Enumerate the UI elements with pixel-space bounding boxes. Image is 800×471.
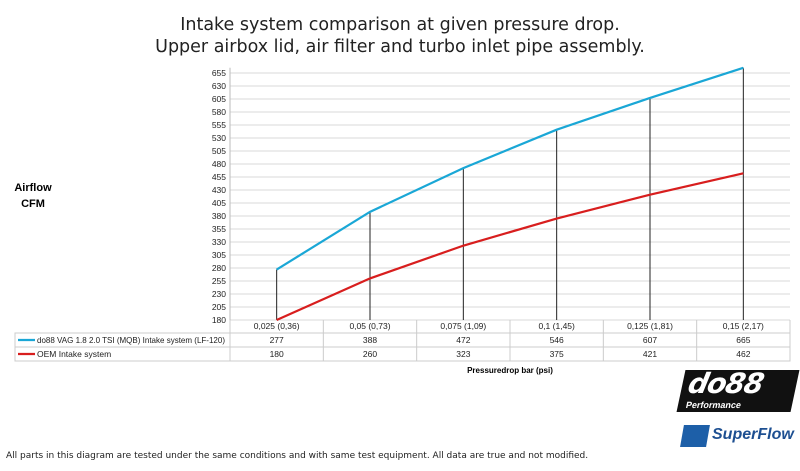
y-tick-label: 505 bbox=[212, 146, 226, 156]
table-cell: 421 bbox=[643, 349, 657, 359]
title-line-2: Upper airbox lid, air filter and turbo i… bbox=[155, 37, 645, 57]
x-axis-label: Pressuredrop bar (psi) bbox=[467, 366, 553, 375]
y-tick-label: 380 bbox=[212, 211, 226, 221]
series-line-1 bbox=[276, 172, 744, 322]
x-tick-label: 0,025 (0,36) bbox=[254, 321, 300, 331]
y-tick-label: 330 bbox=[212, 237, 226, 247]
y-tick-label: 305 bbox=[212, 250, 226, 260]
table-cell: 375 bbox=[550, 349, 564, 359]
y-tick-label: 630 bbox=[212, 81, 226, 91]
table-cell: 323 bbox=[456, 349, 470, 359]
y-tick-label: 480 bbox=[212, 159, 226, 169]
y-label-line-2: CFM bbox=[21, 198, 45, 210]
superflow-mark-icon bbox=[680, 425, 710, 447]
do88-logo: do88 Performance bbox=[676, 367, 800, 412]
y-tick-label: 605 bbox=[212, 94, 226, 104]
do88-logo-subtext: Performance bbox=[684, 400, 743, 410]
table-cell: 665 bbox=[736, 335, 750, 345]
do88-logo-text: do88 bbox=[685, 367, 767, 400]
y-tick-label: 280 bbox=[212, 263, 226, 273]
table-cell: 388 bbox=[363, 335, 377, 345]
y-tick-label: 255 bbox=[212, 276, 226, 286]
y-tick-label: 355 bbox=[212, 224, 226, 234]
table-cell: 472 bbox=[456, 335, 470, 345]
chart-title: Intake system comparison at given pressu… bbox=[0, 14, 800, 58]
table-cell: 546 bbox=[550, 335, 564, 345]
y-axis-label: Airflow CFM bbox=[8, 180, 58, 212]
table-cell: 260 bbox=[363, 349, 377, 359]
superflow-logo: SuperFlow bbox=[680, 423, 800, 449]
y-tick-label: 430 bbox=[212, 185, 226, 195]
y-tick-label: 580 bbox=[212, 107, 226, 117]
y-tick-label: 405 bbox=[212, 198, 226, 208]
y-label-line-1: Airflow bbox=[14, 182, 52, 194]
footer-note: All parts in this diagram are tested und… bbox=[6, 451, 589, 461]
y-tick-label: 530 bbox=[212, 133, 226, 143]
y-tick-label: 555 bbox=[212, 120, 226, 130]
x-tick-label: 0,05 (0,73) bbox=[349, 321, 390, 331]
table-cell: 462 bbox=[736, 349, 750, 359]
x-tick-label: 0,1 (1,45) bbox=[538, 321, 575, 331]
title-line-1: Intake system comparison at given pressu… bbox=[180, 15, 620, 35]
legend-label: do88 VAG 1.8 2.0 TSI (MQB) Intake system… bbox=[37, 335, 225, 345]
x-tick-label: 0,075 (1,09) bbox=[440, 321, 486, 331]
x-tick-label: 0,15 (2,17) bbox=[723, 321, 764, 331]
y-tick-label: 180 bbox=[212, 315, 226, 325]
y-tick-label: 455 bbox=[212, 172, 226, 182]
series-line-0 bbox=[276, 66, 744, 271]
table-cell: 277 bbox=[270, 335, 284, 345]
y-tick-label: 205 bbox=[212, 302, 226, 312]
table-cell: 607 bbox=[643, 335, 657, 345]
table-cell: 180 bbox=[270, 349, 284, 359]
legend-label: OEM Intake system bbox=[37, 349, 111, 359]
x-tick-label: 0,125 (1,81) bbox=[627, 321, 673, 331]
y-tick-label: 230 bbox=[212, 289, 226, 299]
y-tick-label: 655 bbox=[212, 68, 226, 78]
superflow-logo-text: SuperFlow bbox=[712, 426, 794, 443]
